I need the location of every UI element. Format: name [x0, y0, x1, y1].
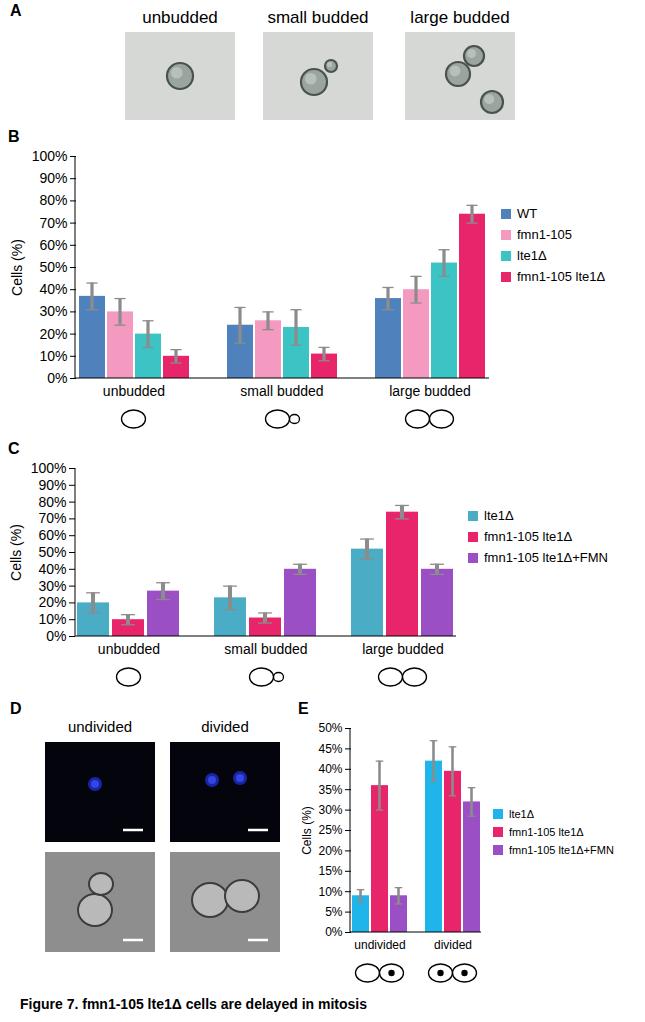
- svg-text:50%: 50%: [38, 544, 66, 560]
- svg-text:35%: 35%: [318, 783, 342, 797]
- html-text:divided: divided: [201, 718, 249, 735]
- html-text:D: D: [10, 700, 22, 717]
- html-text:B: B: [8, 128, 20, 145]
- svg-text:10%: 10%: [318, 885, 342, 899]
- svg-text:small budded: small budded: [240, 383, 323, 399]
- svg-text:0%: 0%: [47, 370, 67, 386]
- svg-text:10%: 10%: [38, 611, 66, 627]
- html-text:fmn1-105: fmn1-105: [517, 227, 572, 242]
- html-text:large budded: large budded: [410, 8, 510, 27]
- html-text:WT: WT: [517, 206, 538, 221]
- svg-text:45%: 45%: [318, 742, 342, 756]
- svg-text:50%: 50%: [318, 721, 342, 735]
- svg-text:100%: 100%: [31, 460, 67, 476]
- svg-text:Cells (%): Cells (%): [9, 239, 25, 296]
- svg-text:50%: 50%: [39, 259, 67, 275]
- svg-text:large budded: large budded: [389, 383, 471, 399]
- html-text:undivided: undivided: [67, 718, 133, 735]
- html-text:fmn1-105 lte1Δ+FMN: fmn1-105 lte1Δ+FMN: [484, 550, 608, 565]
- html-text:fmn1-105 lte1Δ: fmn1-105 lte1Δ: [484, 529, 573, 544]
- svg-text:0%: 0%: [325, 925, 343, 939]
- svg-text:Cells (%): Cells (%): [300, 806, 314, 855]
- html-text:A: A: [10, 2, 22, 19]
- html-text:fmn1-105 lte1Δ: fmn1-105 lte1Δ: [517, 269, 606, 284]
- svg-text:60%: 60%: [38, 527, 66, 543]
- svg-text:5%: 5%: [325, 905, 343, 919]
- html-text:lte1Δ: lte1Δ: [509, 808, 535, 820]
- svg-text:90%: 90%: [39, 170, 67, 186]
- html-text:Figure 7. fmn1-105 lte1Δ cells: Figure 7. fmn1-105 lte1Δ cells are delay…: [20, 996, 367, 1012]
- html-text:E: E: [298, 700, 309, 717]
- html-text:fmn1-105 lte1Δ+FMN: fmn1-105 lte1Δ+FMN: [509, 844, 614, 856]
- html-text:C: C: [8, 440, 20, 457]
- html-text:fmn1-105 lte1Δ: fmn1-105 lte1Δ: [509, 826, 584, 838]
- svg-text:20%: 20%: [39, 326, 67, 342]
- svg-text:undivided: undivided: [354, 938, 405, 952]
- svg-text:70%: 70%: [39, 215, 67, 231]
- svg-text:30%: 30%: [39, 303, 67, 319]
- svg-text:30%: 30%: [318, 803, 342, 817]
- svg-text:large budded: large budded: [362, 641, 444, 657]
- svg-text:80%: 80%: [38, 494, 66, 510]
- svg-text:80%: 80%: [39, 192, 67, 208]
- svg-text:30%: 30%: [38, 578, 66, 594]
- svg-text:small budded: small budded: [224, 641, 307, 657]
- svg-text:40%: 40%: [39, 281, 67, 297]
- svg-text:Cells (%): Cells (%): [8, 524, 24, 581]
- svg-text:70%: 70%: [38, 510, 66, 526]
- svg-text:20%: 20%: [318, 844, 342, 858]
- svg-text:25%: 25%: [318, 823, 342, 837]
- html-text:unbudded: unbudded: [142, 8, 218, 27]
- svg-text:20%: 20%: [38, 594, 66, 610]
- svg-text:60%: 60%: [39, 237, 67, 253]
- svg-text:15%: 15%: [318, 864, 342, 878]
- html-text:small budded: small budded: [267, 8, 369, 27]
- svg-text:10%: 10%: [39, 348, 67, 364]
- svg-text:0%: 0%: [46, 628, 66, 644]
- svg-text:unbudded: unbudded: [98, 641, 160, 657]
- svg-text:40%: 40%: [318, 762, 342, 776]
- svg-text:90%: 90%: [38, 477, 66, 493]
- svg-text:unbudded: unbudded: [103, 383, 165, 399]
- html-text:lte1Δ: lte1Δ: [484, 508, 514, 523]
- html-text:lte1Δ: lte1Δ: [517, 248, 547, 263]
- svg-text:100%: 100%: [32, 148, 68, 164]
- svg-text:divided: divided: [434, 938, 472, 952]
- svg-text:40%: 40%: [38, 561, 66, 577]
